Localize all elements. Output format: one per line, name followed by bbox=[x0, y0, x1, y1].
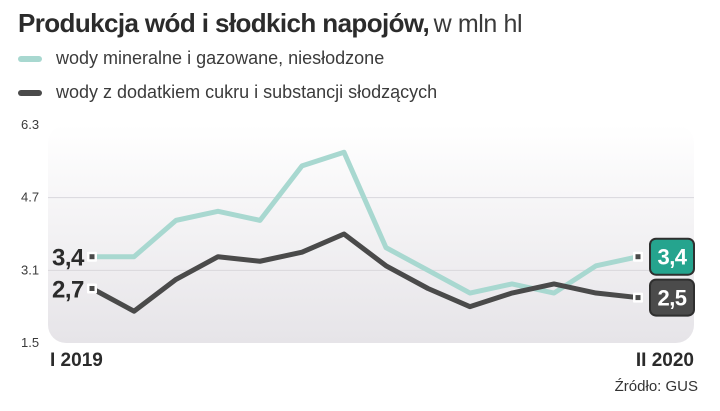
series-line-mineral bbox=[89, 149, 641, 296]
source-note: Źródło: GUS bbox=[614, 378, 698, 395]
title-main: Produkcja wód i słodkich napojów, bbox=[18, 8, 430, 38]
legend-swatch-mineral bbox=[18, 55, 42, 62]
end-marker-sweetened bbox=[635, 295, 641, 301]
legend-label-sweetened: wody z dodatkiem cukru i substancji słod… bbox=[56, 82, 438, 102]
end-value-label-mineral: 3,4 bbox=[657, 245, 687, 270]
x-tick-label: II 2020 bbox=[636, 350, 694, 371]
title-unit: w mln hl bbox=[433, 10, 523, 38]
chart-title: Produkcja wód i słodkich napojów, w mln … bbox=[18, 8, 523, 39]
series-line-sweetened bbox=[89, 231, 641, 314]
y-tick-label: 4.7 bbox=[21, 190, 39, 205]
y-tick-label: 1.5 bbox=[21, 335, 39, 350]
end-badge-mineral bbox=[651, 239, 693, 274]
start-marker-sweetened bbox=[89, 286, 95, 291]
end-marker-mineral bbox=[635, 254, 641, 260]
end-badge-sweetened bbox=[651, 280, 693, 315]
end-value-label-sweetened: 2,5 bbox=[657, 286, 686, 311]
x-tick-label: I 2019 bbox=[50, 350, 103, 371]
start-marker-mineral bbox=[89, 254, 95, 260]
start-value-label-sweetened: 2,7 bbox=[52, 277, 84, 304]
y-tick-label: 3.1 bbox=[21, 262, 39, 277]
legend-swatch-sweetened bbox=[18, 89, 42, 96]
legend-label-mineral: wody mineralne i gazowane, niesłodzone bbox=[56, 48, 385, 68]
y-tick-label: 6.3 bbox=[21, 117, 39, 132]
legend-item-mineral: wody mineralne i gazowane, niesłodzone bbox=[18, 48, 384, 69]
plot-area bbox=[48, 125, 694, 343]
legend-item-sweetened: wody z dodatkiem cukru i substancji słod… bbox=[18, 82, 437, 103]
start-value-label-mineral: 3,4 bbox=[52, 245, 85, 272]
